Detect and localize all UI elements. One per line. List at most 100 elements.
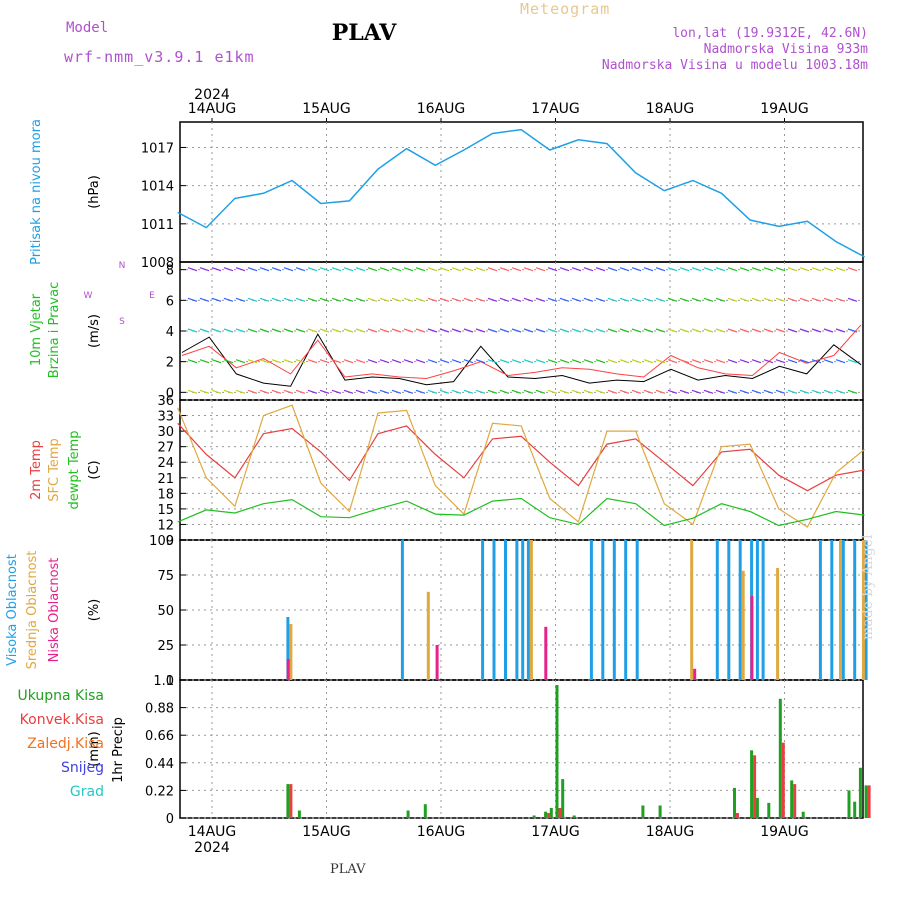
wind-direction-arrow bbox=[463, 359, 474, 364]
ytick-label-temperature: 33 bbox=[157, 410, 174, 425]
wind-direction-arrow bbox=[295, 328, 306, 333]
cloud-axis-title-3: Niska Oblacnost bbox=[47, 558, 62, 663]
wind-direction-arrow bbox=[403, 297, 414, 302]
wind-direction-arrow bbox=[547, 389, 558, 394]
precip-bar bbox=[793, 784, 797, 818]
wind-direction-arrow bbox=[775, 297, 786, 302]
temperature-line bbox=[177, 404, 865, 528]
wind-direction-arrow bbox=[367, 328, 378, 333]
wind-direction-arrow bbox=[271, 328, 282, 333]
pressure-line bbox=[177, 128, 865, 258]
wind-direction-arrow bbox=[595, 389, 606, 394]
wind-direction-arrow bbox=[691, 297, 702, 302]
precip-bar bbox=[289, 784, 293, 818]
precip-legend-item: Grad bbox=[70, 784, 104, 800]
date-label-top: 18AUG bbox=[646, 101, 695, 117]
precip-bar bbox=[549, 808, 553, 818]
precip-bar bbox=[733, 787, 736, 818]
cloud-bar bbox=[715, 540, 719, 680]
wind-direction-arrow bbox=[763, 328, 774, 333]
wind-direction-arrow bbox=[655, 297, 666, 302]
wind-direction-arrow bbox=[415, 267, 426, 272]
wind-direction-arrow bbox=[655, 267, 666, 272]
wind-direction-arrow bbox=[823, 267, 834, 272]
precip-bar bbox=[561, 779, 565, 818]
wind-direction-arrow bbox=[319, 297, 330, 302]
wind-direction-arrow bbox=[343, 389, 354, 394]
wind-direction-arrow bbox=[595, 267, 606, 272]
wind-direction-arrow bbox=[319, 267, 330, 272]
wind-direction-arrow bbox=[691, 267, 702, 272]
wind-direction-arrow bbox=[223, 328, 234, 333]
wind-direction-arrow bbox=[187, 359, 198, 364]
cloud-bar bbox=[521, 540, 525, 680]
wind-direction-arrow bbox=[415, 359, 426, 364]
wind-direction-arrow bbox=[199, 359, 210, 364]
wind-direction-arrow bbox=[703, 389, 714, 394]
wind-direction-arrow bbox=[223, 359, 234, 364]
precip-axis-title: 1hr Precip bbox=[111, 717, 126, 783]
wind-direction-arrow bbox=[415, 297, 426, 302]
wind-direction-arrow bbox=[679, 297, 690, 302]
cloud-bar bbox=[864, 540, 868, 680]
wind-direction-arrow bbox=[727, 359, 738, 364]
wind-direction-arrow bbox=[775, 389, 786, 394]
cloud-bar bbox=[741, 570, 745, 680]
wind-direction-arrow bbox=[619, 359, 630, 364]
wind-direction-arrow bbox=[487, 328, 498, 333]
cloud-bar bbox=[693, 668, 697, 680]
wind-direction-arrow bbox=[787, 328, 798, 333]
wind-direction-arrow bbox=[787, 389, 798, 394]
wind-direction-arrow bbox=[691, 389, 702, 394]
wind-direction-arrow bbox=[535, 328, 546, 333]
wind-direction-arrow bbox=[559, 267, 570, 272]
wind-direction-arrow bbox=[403, 328, 414, 333]
wind-direction-arrow bbox=[403, 359, 414, 364]
wind-direction-arrow bbox=[655, 359, 666, 364]
wind-direction-arrow bbox=[379, 267, 390, 272]
wind-direction-arrow bbox=[739, 389, 750, 394]
wind-direction-arrow bbox=[367, 359, 378, 364]
wind-direction-arrow bbox=[559, 328, 570, 333]
precip-bar bbox=[755, 797, 759, 818]
wind-direction-arrow bbox=[259, 297, 270, 302]
wind-direction-arrow bbox=[595, 297, 606, 302]
temp-axis-title: 2m Temp bbox=[29, 440, 44, 500]
year-label-top: 2024 bbox=[194, 87, 230, 103]
precip-bar bbox=[286, 784, 290, 818]
ytick-label-wind: 4 bbox=[166, 325, 174, 340]
wind-direction-arrow bbox=[847, 297, 858, 302]
wind-direction-arrow bbox=[823, 389, 834, 394]
wind-direction-arrow bbox=[427, 267, 438, 272]
model-label: Model bbox=[66, 20, 109, 36]
precip-legend-item: Snijeg bbox=[61, 760, 104, 776]
ytick-label-pressure: 1014 bbox=[141, 180, 174, 195]
wind-direction-arrow bbox=[295, 389, 306, 394]
wind-direction-arrow bbox=[271, 297, 282, 302]
wind-direction-arrow bbox=[703, 359, 714, 364]
precip-bar bbox=[858, 767, 862, 818]
wind-direction-arrow bbox=[211, 267, 222, 272]
wind-direction-arrow bbox=[811, 359, 822, 364]
wind-direction-arrow bbox=[439, 389, 450, 394]
wind-direction-arrow bbox=[427, 389, 438, 394]
ytick-label-temperature: 36 bbox=[157, 394, 174, 409]
wind-direction-arrow bbox=[739, 359, 750, 364]
wind-direction-arrow bbox=[607, 267, 618, 272]
wind-direction-arrow bbox=[631, 359, 642, 364]
cloud-bar bbox=[492, 540, 496, 680]
ytick-label-precip: 1.1 bbox=[153, 674, 174, 689]
wind-direction-arrow bbox=[511, 359, 522, 364]
wind-direction-arrow bbox=[571, 328, 582, 333]
unit-label-wind: (m/s) bbox=[87, 314, 102, 348]
ytick-label-clouds: 100 bbox=[149, 534, 174, 549]
wind-direction-arrow bbox=[787, 267, 798, 272]
wind-direction-arrow bbox=[619, 297, 630, 302]
wind-direction-arrow bbox=[559, 297, 570, 302]
wind-direction-arrow bbox=[799, 267, 810, 272]
wind-direction-arrow bbox=[475, 328, 486, 333]
wind-direction-arrow bbox=[295, 297, 306, 302]
precip-bar bbox=[423, 804, 427, 818]
wind-direction-arrow bbox=[835, 267, 846, 272]
wind-direction-arrow bbox=[427, 359, 438, 364]
